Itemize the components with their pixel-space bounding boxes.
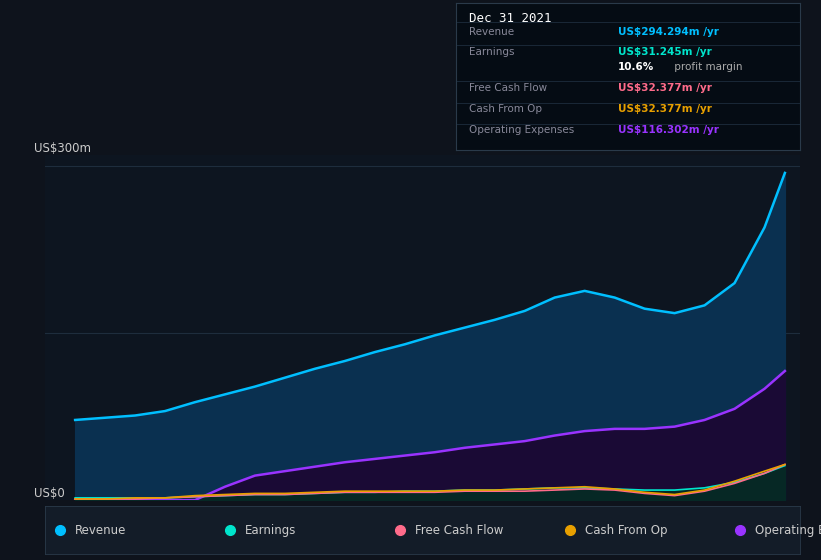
Text: profit margin: profit margin — [672, 62, 743, 72]
Text: US$0: US$0 — [34, 487, 65, 500]
Text: Operating Expenses: Operating Expenses — [470, 125, 575, 136]
Text: 10.6%: 10.6% — [617, 62, 654, 72]
Text: US$31.245m /yr: US$31.245m /yr — [617, 47, 712, 57]
Text: Revenue: Revenue — [76, 524, 126, 536]
Text: US$300m: US$300m — [34, 142, 91, 155]
Text: Cash From Op: Cash From Op — [470, 104, 543, 114]
Text: Earnings: Earnings — [470, 47, 515, 57]
Text: Earnings: Earnings — [245, 524, 296, 536]
Text: Free Cash Flow: Free Cash Flow — [415, 524, 503, 536]
Text: US$294.294m /yr: US$294.294m /yr — [617, 27, 718, 37]
Text: Revenue: Revenue — [470, 27, 515, 37]
Text: US$32.377m /yr: US$32.377m /yr — [617, 104, 712, 114]
Text: US$32.377m /yr: US$32.377m /yr — [617, 83, 712, 93]
Text: Operating Expenses: Operating Expenses — [755, 524, 821, 536]
Text: Cash From Op: Cash From Op — [585, 524, 667, 536]
Text: Dec 31 2021: Dec 31 2021 — [470, 12, 552, 25]
Text: US$116.302m /yr: US$116.302m /yr — [617, 125, 718, 136]
Text: Free Cash Flow: Free Cash Flow — [470, 83, 548, 93]
